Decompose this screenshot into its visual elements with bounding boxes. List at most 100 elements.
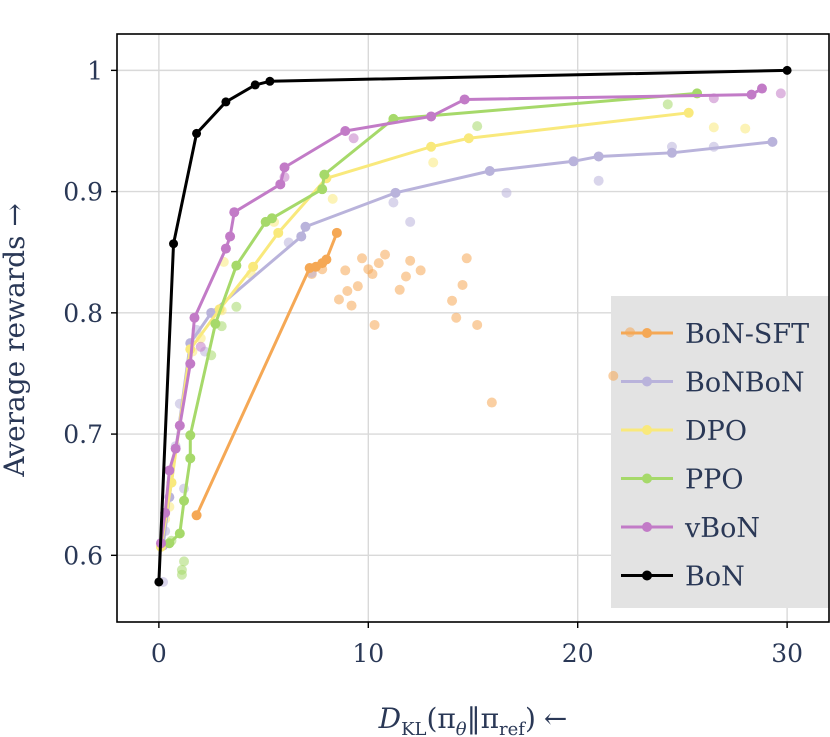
scatter-point: [340, 265, 351, 276]
legend-marker: [642, 328, 652, 338]
x-tick-label: 10: [352, 639, 384, 668]
scatter-point: [472, 121, 483, 132]
scatter-point: [327, 193, 338, 204]
data-point: [191, 510, 202, 521]
data-point: [164, 465, 175, 476]
data-point: [229, 207, 240, 218]
data-point: [192, 128, 202, 138]
data-point: [756, 83, 767, 94]
data-point: [225, 231, 236, 242]
data-point: [300, 221, 311, 232]
scatter-point: [447, 295, 458, 306]
data-point: [220, 243, 231, 254]
data-point: [154, 577, 164, 587]
scatter-point: [346, 300, 357, 311]
scatter-point: [176, 564, 187, 575]
plot-frame: [116, 33, 830, 623]
legend-label: BoNBoN: [685, 368, 804, 399]
y-tick-label: 0.9: [63, 178, 103, 207]
scatter-point: [179, 556, 190, 567]
scatter-point: [415, 265, 426, 276]
scatter-point: [373, 258, 384, 269]
data-point: [340, 125, 351, 136]
scatter-point: [352, 281, 363, 292]
data-point: [683, 107, 694, 118]
legend-label: DPO: [685, 416, 747, 447]
data-point: [169, 239, 179, 249]
scatter-point: [400, 271, 411, 282]
scatter-point: [380, 249, 391, 260]
legend-marker: [642, 376, 652, 387]
data-point: [484, 165, 495, 176]
legend-box: [611, 296, 829, 608]
data-point: [426, 141, 437, 152]
scatter-point: [662, 99, 673, 110]
data-point: [317, 184, 328, 195]
x-axis-title-open: (π: [426, 702, 455, 735]
scatter-point: [405, 255, 416, 266]
legend-label: BoN: [685, 562, 745, 593]
data-point: [273, 227, 284, 238]
y-tick-label: 0.8: [63, 299, 103, 328]
scatter-point: [195, 341, 206, 352]
data-point: [174, 420, 185, 431]
legend-marker: [642, 522, 652, 532]
scatter-point: [394, 284, 405, 295]
data-point: [767, 136, 778, 147]
scatter-point: [451, 312, 462, 323]
scatter-point: [369, 319, 380, 330]
x-axis-title-sub: KL: [401, 719, 426, 737]
x-tick-label: 0: [151, 639, 167, 668]
axis-ticks: 0 10 20 30 0.6 0.7 0.8 0.9 1: [63, 56, 803, 668]
scatter-point: [461, 253, 472, 264]
x-axis-title-sep: ‖π: [467, 702, 499, 735]
x-axis-title-close: ): [525, 702, 536, 735]
x-axis-title: DKL(πθ‖πref) ←: [378, 702, 568, 737]
data-point: [459, 94, 470, 105]
legend-marker: [642, 570, 652, 581]
scatter-point: [472, 319, 483, 330]
x-tick-label: 20: [562, 639, 594, 668]
line-layer: [154, 65, 792, 587]
data-point: [746, 89, 757, 100]
data-point: [463, 133, 474, 144]
data-point: [390, 187, 401, 198]
scatter-point: [405, 216, 416, 227]
legend-background-layer: [611, 296, 829, 608]
scatter-point: [428, 157, 439, 168]
data-point: [265, 76, 275, 86]
data-point: [185, 358, 196, 369]
data-point: [185, 453, 196, 464]
data-point: [250, 80, 260, 90]
scatter-point: [486, 397, 497, 408]
data-point: [593, 151, 604, 162]
x-axis-title-main: D: [378, 702, 401, 735]
x-axis-title-arrow: ←: [544, 702, 567, 735]
legend-marker: [642, 425, 652, 435]
scatter-point: [348, 133, 359, 144]
scatter-point: [231, 301, 242, 312]
data-point: [319, 169, 330, 180]
x-axis-title-theta: θ: [456, 719, 467, 737]
legend-label: BoN-SFT: [685, 319, 809, 350]
scatter-point: [708, 122, 719, 133]
data-point: [666, 147, 677, 158]
scatter-point: [367, 269, 378, 280]
data-point: [221, 97, 231, 107]
data-point: [426, 111, 437, 122]
legend-label: vBoN: [684, 513, 760, 544]
data-point: [210, 318, 221, 329]
data-point: [296, 231, 307, 242]
x-axis-title-ref: ref: [499, 719, 526, 737]
data-point: [189, 312, 200, 323]
data-point: [568, 156, 579, 167]
legend-marker: [642, 473, 652, 484]
data-point: [331, 227, 342, 238]
scatter-point: [333, 294, 344, 305]
legend-label: PPO: [685, 465, 743, 496]
data-point: [185, 430, 196, 441]
data-point: [782, 65, 792, 75]
legend: BoN-SFT BoNBoN DPO PPO vBoN BoN: [621, 319, 809, 593]
data-point: [321, 254, 332, 265]
